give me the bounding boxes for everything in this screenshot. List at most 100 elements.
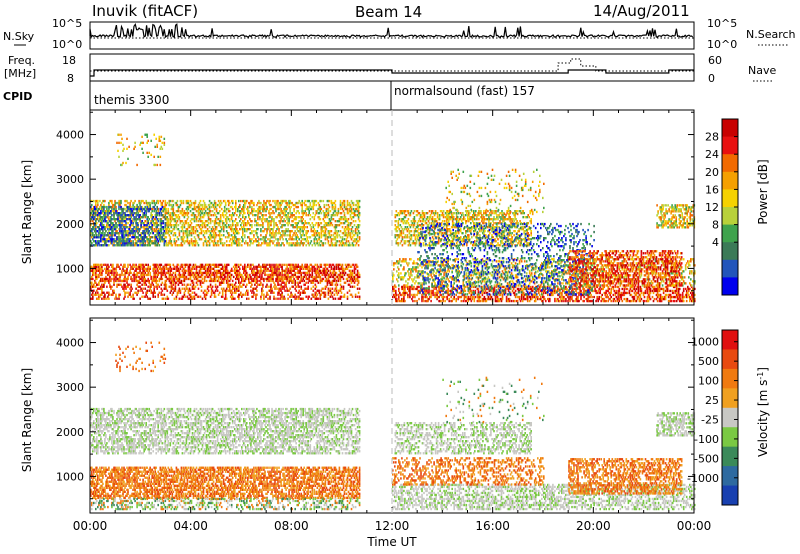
range-gate-cell bbox=[352, 216, 355, 219]
range-gate-cell bbox=[279, 205, 281, 209]
range-gate-cell bbox=[217, 271, 220, 275]
range-gate-cell bbox=[97, 230, 99, 233]
range-gate-cell bbox=[139, 267, 141, 271]
range-gate-cell bbox=[205, 224, 208, 227]
range-gate-cell bbox=[212, 263, 215, 267]
range-gate-cell bbox=[103, 220, 105, 223]
range-gate-cell bbox=[295, 232, 298, 235]
range-gate-cell bbox=[309, 279, 312, 283]
range-gate-cell bbox=[135, 228, 137, 231]
range-gate-cell bbox=[316, 271, 319, 275]
range-gate-cell bbox=[241, 236, 243, 239]
range-gate-cell bbox=[193, 291, 196, 294]
range-gate-cell bbox=[125, 287, 127, 290]
range-gate-cell bbox=[153, 277, 156, 281]
range-gate-cell bbox=[341, 201, 344, 205]
range-gate-cell bbox=[114, 271, 116, 275]
range-gate-cell bbox=[116, 242, 118, 245]
range-gate-cell bbox=[220, 263, 223, 267]
range-gate-cell bbox=[228, 289, 231, 292]
range-gate-cell bbox=[280, 244, 282, 247]
range-gate-cell bbox=[158, 291, 161, 294]
range-gate-cell bbox=[177, 224, 180, 227]
range-gate-cell bbox=[314, 269, 317, 273]
range-gate-cell bbox=[145, 273, 148, 277]
range-gate-cell bbox=[333, 236, 336, 239]
range-gate-cell bbox=[224, 293, 227, 296]
range-gate-cell bbox=[271, 267, 273, 271]
range-gate-cell bbox=[188, 224, 191, 227]
range-gate-cell bbox=[187, 207, 190, 211]
range-gate-cell bbox=[240, 281, 242, 284]
range-gate-cell bbox=[201, 216, 204, 219]
range-gate-cell bbox=[267, 222, 269, 225]
range-gate-cell bbox=[187, 297, 190, 300]
range-gate-cell bbox=[174, 214, 177, 217]
range-gate-cell bbox=[308, 267, 311, 271]
range-gate-cell bbox=[164, 203, 167, 207]
range-gate-cell bbox=[208, 279, 211, 283]
range-gate-cell bbox=[230, 216, 233, 219]
range-gate-cell bbox=[98, 287, 100, 290]
range-gate-cell bbox=[103, 238, 105, 241]
range-gate-cell bbox=[158, 279, 161, 283]
range-gate-cell bbox=[185, 234, 188, 237]
range-gate-cell bbox=[237, 271, 239, 275]
range-gate-cell bbox=[281, 216, 283, 219]
range-gate-cell bbox=[255, 220, 257, 223]
range-gate-cell bbox=[308, 212, 311, 215]
range-gate-cell bbox=[307, 295, 310, 298]
range-gate-cell bbox=[142, 291, 144, 294]
range-gate-cell bbox=[320, 240, 323, 243]
range-gate-cell bbox=[263, 297, 265, 300]
range-gate-cell bbox=[224, 269, 227, 273]
range-gate-cell bbox=[222, 279, 225, 283]
range-gate-cell bbox=[119, 267, 121, 271]
range-gate-cell bbox=[154, 222, 157, 225]
range-gate-cell bbox=[327, 240, 330, 243]
range-gate-cell bbox=[139, 216, 141, 219]
range-gate-cell bbox=[150, 207, 153, 211]
range-gate-cell bbox=[195, 240, 198, 243]
range-gate-cell bbox=[309, 203, 312, 207]
range-gate-cell bbox=[110, 218, 112, 221]
range-gate-cell bbox=[340, 285, 343, 288]
range-gate-cell bbox=[309, 214, 312, 217]
range-gate-cell bbox=[197, 265, 200, 269]
range-gate-cell bbox=[239, 210, 241, 213]
range-gate-cell bbox=[113, 291, 115, 294]
range-gate-cell bbox=[353, 275, 356, 279]
range-gate-cell bbox=[118, 295, 120, 298]
range-gate-cell bbox=[284, 232, 286, 235]
range-gate-cell bbox=[277, 283, 279, 286]
range-gate-cell bbox=[193, 287, 196, 290]
range-gate-cell bbox=[266, 267, 268, 271]
range-gate-cell bbox=[298, 238, 301, 241]
range-gate-cell bbox=[259, 283, 261, 286]
range-gate-cell bbox=[306, 265, 309, 269]
range-gate-cell bbox=[300, 236, 303, 239]
range-gate-cell bbox=[108, 205, 110, 209]
range-gate-cell bbox=[344, 216, 347, 219]
range-gate-cell bbox=[206, 287, 209, 290]
range-gate-cell bbox=[289, 275, 291, 279]
range-gate-cell bbox=[323, 263, 326, 267]
range-gate-cell bbox=[260, 265, 262, 269]
range-gate-cell bbox=[152, 224, 155, 227]
range-gate-cell bbox=[197, 244, 200, 247]
range-gate-cell bbox=[259, 218, 261, 221]
range-gate-cell bbox=[119, 214, 121, 217]
range-gate-cell bbox=[95, 273, 97, 277]
range-gate-cell bbox=[172, 275, 175, 279]
range-gate-cell bbox=[254, 283, 256, 286]
range-gate-cell bbox=[209, 283, 212, 286]
range-gate-cell bbox=[140, 242, 142, 245]
range-gate-cell bbox=[239, 238, 241, 241]
range-gate-cell bbox=[271, 234, 273, 237]
range-gate-cell bbox=[295, 244, 298, 247]
range-gate-cell bbox=[276, 273, 278, 277]
range-gate-cell bbox=[133, 263, 135, 267]
range-gate-cell bbox=[155, 271, 158, 275]
range-gate-cell bbox=[340, 222, 343, 225]
range-gate-cell bbox=[95, 212, 97, 215]
